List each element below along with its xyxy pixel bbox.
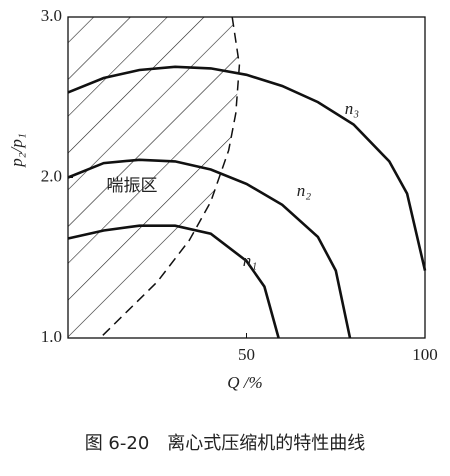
x-tick-label: 100 (412, 345, 438, 364)
y-tick-label: 1.0 (41, 327, 62, 346)
surge-zone (68, 17, 240, 338)
caption: 图 6-20 离心式压缩机的特性曲线 (85, 433, 366, 454)
y-tick-label: 3.0 (41, 6, 62, 25)
x-axis-label: Q /% (227, 373, 262, 392)
y-tick-label: 2.0 (41, 166, 62, 185)
curve (67, 65, 427, 271)
curve-label: n₁ (243, 251, 257, 270)
y-axis-label: p₂/p₁ (7, 133, 26, 168)
annotation: 喘振区 (107, 176, 158, 196)
curve-label: n₃ (345, 99, 360, 118)
curve (67, 224, 280, 339)
x-tick-label: 50 (238, 345, 255, 364)
curve (67, 158, 352, 339)
curve-label: n₂ (297, 181, 312, 200)
